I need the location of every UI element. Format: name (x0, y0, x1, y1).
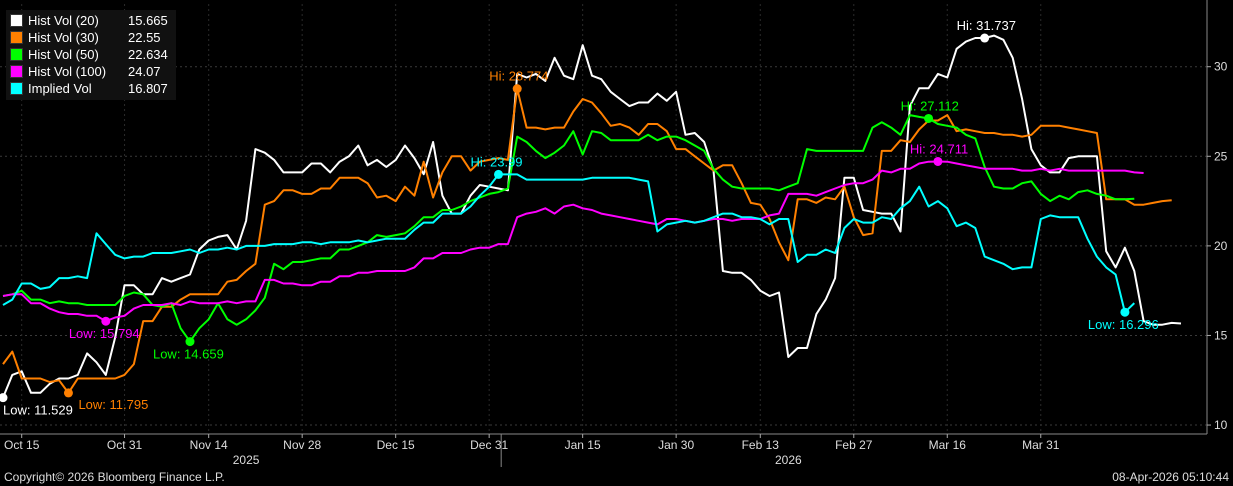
annotation-label: Low: 16.296 (1088, 317, 1159, 332)
x-tick-label: Oct 15 (4, 438, 40, 452)
x-tick-label: Mar 31 (1022, 438, 1060, 452)
annotation-marker (494, 169, 504, 179)
year-label: 2025 (233, 453, 260, 467)
series-line-4 (2, 173, 1135, 314)
legend-item: Hist Vol (100) 24.07 (10, 63, 170, 80)
year-label: 2026 (775, 453, 802, 467)
annotation-marker (512, 84, 522, 94)
annotation-marker (0, 393, 8, 403)
x-tick-label: Jan 15 (565, 438, 601, 452)
legend-series-name: Hist Vol (100) (28, 64, 107, 79)
legend-item: Hist Vol (20) 15.665 (10, 12, 170, 29)
y-tick-label: 20 (1214, 239, 1228, 253)
x-tick-label: Feb 27 (835, 438, 873, 452)
x-tick-label: Jan 30 (658, 438, 694, 452)
annotation-marker (933, 156, 943, 166)
annotation-label: Hi: 28.774 (489, 69, 548, 84)
legend-series-name: Implied Vol (28, 81, 92, 96)
x-tick-label: Nov 14 (190, 438, 228, 452)
x-tick-label: Feb 13 (742, 438, 780, 452)
legend-series-value: 15.665 (128, 13, 168, 28)
annotation-label: Low: 14.659 (153, 347, 224, 362)
y-tick-label: 30 (1214, 60, 1228, 74)
x-tick-label: Dec 31 (470, 438, 508, 452)
x-tick-label: Nov 28 (283, 438, 321, 452)
annotation-label: Hi: 27.112 (901, 98, 959, 113)
x-tick-label: Oct 31 (107, 438, 143, 452)
legend-swatch (10, 31, 23, 44)
legend-item: Implied Vol 16.807 (10, 80, 170, 97)
annotation-marker (924, 113, 934, 123)
legend-item: Hist Vol (30) 22.55 (10, 29, 170, 46)
legend-series-value: 22.634 (128, 47, 168, 62)
legend-series-name: Hist Vol (30) (28, 30, 99, 45)
x-tick-label: Mar 16 (929, 438, 967, 452)
series-line-0 (2, 34, 1182, 398)
annotation-label: Hi: 24.711 (910, 141, 968, 156)
annotation-marker (185, 337, 195, 347)
legend-series-value: 16.807 (128, 81, 168, 96)
y-tick-label: 25 (1214, 149, 1228, 163)
x-tick-label: Dec 15 (377, 438, 415, 452)
annotation-marker (63, 388, 73, 398)
legend-swatch (10, 14, 23, 27)
annotation-label: Low: 11.795 (78, 397, 148, 412)
timestamp-text: 08-Apr-2026 05:10:44 (1112, 470, 1229, 484)
legend-swatch (10, 65, 23, 78)
legend-series-name: Hist Vol (20) (28, 13, 99, 28)
legend-swatch (10, 48, 23, 61)
annotation-label: Low: 15.794 (69, 326, 140, 341)
legend-item: Hist Vol (50) 22.634 (10, 46, 170, 63)
annotation-label: Hi: 31.737 (957, 18, 1016, 33)
annotation-marker (101, 316, 111, 326)
legend: Hist Vol (20) 15.665 Hist Vol (30) 22.55 His… (6, 10, 176, 100)
legend-swatch (10, 82, 23, 95)
y-tick-label: 10 (1214, 418, 1228, 432)
annotation-label: Hi: 23.99 (471, 154, 523, 169)
series-line-3 (2, 160, 1144, 323)
legend-series-value: 24.07 (128, 64, 161, 79)
y-tick-label: 15 (1214, 328, 1228, 342)
annotation-label: Low: 11.529 (3, 403, 73, 418)
series-line-1 (2, 87, 1172, 394)
legend-series-name: Hist Vol (50) (28, 47, 99, 62)
annotation-marker (980, 33, 990, 43)
legend-series-value: 22.55 (128, 30, 161, 45)
annotation-marker (1120, 307, 1130, 317)
copyright-text: Copyright© 2026 Bloomberg Finance L.P. (4, 470, 225, 484)
